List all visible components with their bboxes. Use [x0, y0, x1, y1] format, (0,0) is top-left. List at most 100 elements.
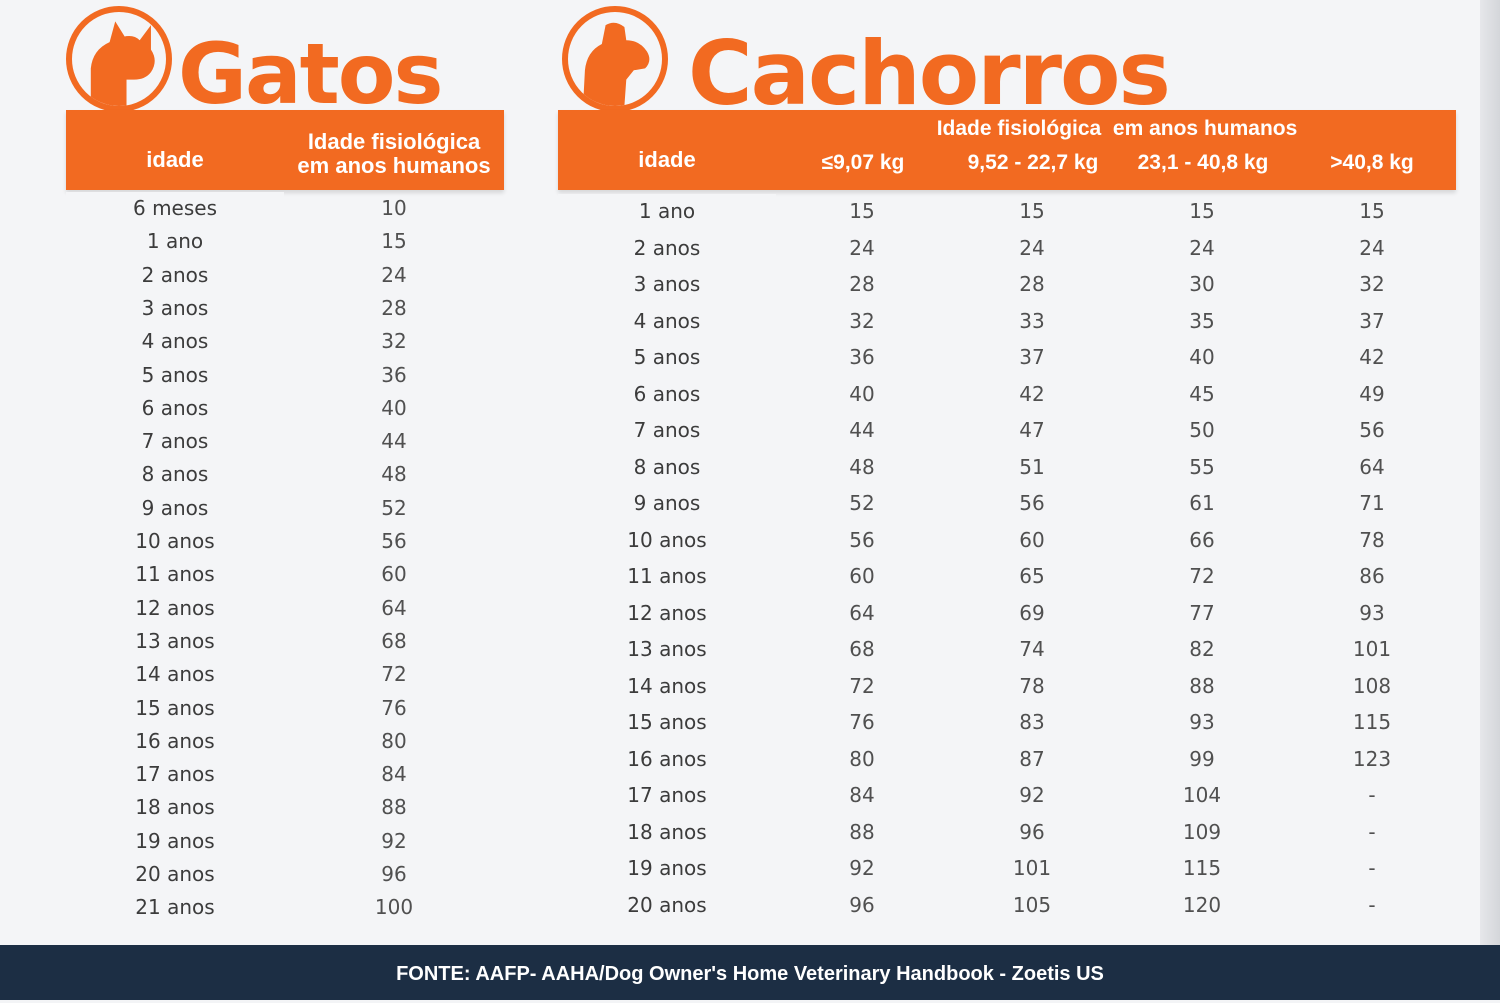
human-age-cell: 64 [849, 600, 875, 625]
human-age-cell: 24 [1189, 235, 1215, 260]
age-cell: 5 anos [558, 340, 776, 374]
human-age-cell: 44 [381, 429, 407, 454]
human-age-cell: 108 [1352, 673, 1392, 698]
cats-human-header-line2: em anos humanos [297, 153, 491, 178]
human-age-cell: 88 [1189, 673, 1215, 698]
human-age-cell: 78 [1019, 673, 1045, 698]
dog-icon [562, 6, 668, 112]
cats-title: Gatos [178, 32, 442, 112]
human-age-cell: - [1368, 819, 1376, 844]
human-age-cell: 76 [849, 710, 875, 734]
table-row: 21 anos 100 [66, 891, 504, 924]
human-age-cell: - [1368, 856, 1376, 880]
table-row: 9 anos 52 [66, 491, 504, 524]
human-age-cell: 28 [381, 295, 407, 320]
human-age-cell: 120 [1182, 892, 1222, 917]
age-cell: 6 anos [558, 376, 776, 411]
human-age-cell: 68 [381, 628, 407, 653]
table-row: 19 anos 92 101 115 - [558, 851, 1456, 885]
table-row: 13 anos 68 74 82 101 [558, 632, 1456, 666]
dogs-weight-header-4: >40,8 kg [1330, 151, 1414, 174]
human-age-cell: 80 [849, 746, 875, 771]
age-cell: 10 anos [66, 525, 284, 557]
human-age-cell: 51 [1019, 454, 1045, 479]
age-cell: 17 anos [558, 778, 776, 812]
human-age-cell: 37 [1359, 308, 1385, 333]
human-age-cell: 80 [381, 728, 407, 753]
dogs-weight-header-3: 23,1 - 40,8 kg [1137, 151, 1269, 174]
table-row: 7 anos 44 [66, 425, 504, 458]
human-age-cell: 115 [1182, 856, 1222, 880]
human-age-cell: 15 [1189, 199, 1215, 223]
human-age-cell: 28 [1019, 272, 1045, 296]
human-age-cell: 72 [381, 662, 407, 687]
human-age-cell: 55 [1189, 454, 1215, 479]
human-age-cell: 36 [381, 362, 407, 387]
age-cell: 6 meses [66, 192, 284, 224]
page-edge-shadow [1480, 0, 1500, 945]
cats-human-header-line1: Idade fisiológica [307, 129, 481, 154]
human-age-cell: 32 [849, 308, 875, 333]
human-age-cell: 88 [381, 795, 407, 820]
human-age-cell: 56 [849, 527, 875, 552]
age-cell: 4 anos [558, 303, 776, 338]
human-age-cell: 72 [849, 673, 875, 698]
age-cell: 21 anos [66, 891, 284, 924]
human-age-cell: 52 [849, 491, 875, 515]
age-cell: 8 anos [66, 458, 284, 491]
dogs-table-header: idade Idade fisiológica em anos humanos … [558, 110, 1456, 190]
age-cell: 7 anos [66, 425, 284, 458]
age-cell: 19 anos [66, 824, 284, 857]
age-cell: 20 anos [558, 887, 776, 922]
age-cell: 15 anos [66, 691, 284, 724]
age-cell: 1 ano [558, 194, 776, 228]
human-age-cell: 28 [849, 272, 875, 296]
age-cell: 18 anos [66, 791, 284, 824]
human-age-cell: 32 [381, 329, 407, 354]
human-age-cell: 96 [1019, 819, 1045, 844]
age-cell: 16 anos [558, 741, 776, 776]
age-cell: 8 anos [558, 449, 776, 484]
table-row: 8 anos 48 [66, 458, 504, 491]
table-row: 9 anos 52 56 61 71 [558, 486, 1456, 520]
table-row: 3 anos 28 28 30 32 [558, 267, 1456, 301]
table-row: 4 anos 32 [66, 325, 504, 358]
human-age-cell: 40 [1189, 345, 1215, 369]
human-age-cell: 64 [1359, 454, 1385, 479]
table-row: 11 anos 60 [66, 558, 504, 591]
human-age-cell: 33 [1019, 308, 1045, 333]
human-age-cell: 115 [1352, 710, 1392, 734]
human-age-cell: 96 [849, 892, 875, 917]
table-row: 1 ano 15 [66, 225, 504, 258]
human-age-cell: 93 [1189, 710, 1215, 734]
age-cell: 2 anos [66, 258, 284, 291]
human-age-cell: 44 [849, 418, 875, 442]
human-age-cell: 15 [1019, 199, 1045, 223]
human-age-cell: 52 [381, 495, 407, 520]
human-age-cell: 84 [849, 783, 875, 807]
age-cell: 10 anos [558, 522, 776, 557]
table-row: 18 anos 88 96 109 - [558, 814, 1456, 849]
human-age-cell: 24 [849, 235, 875, 260]
table-row: 15 anos 76 83 93 115 [558, 705, 1456, 739]
human-age-cell: 101 [1352, 637, 1392, 661]
age-cell: 4 anos [66, 325, 284, 358]
human-age-cell: 35 [1189, 308, 1215, 333]
human-age-cell: 15 [381, 229, 407, 254]
human-age-cell: 56 [1019, 491, 1045, 515]
cats-age-header: idade [146, 147, 204, 172]
human-age-cell: - [1368, 783, 1376, 807]
human-age-cell: 65 [1019, 564, 1045, 588]
table-row: 15 anos 76 [66, 691, 504, 724]
human-age-cell: 64 [381, 595, 407, 620]
age-cell: 11 anos [558, 559, 776, 593]
table-row: 1 ano 15 15 15 15 [558, 194, 1456, 228]
age-cell: 9 anos [66, 491, 284, 524]
human-age-cell: 78 [1359, 527, 1385, 552]
table-row: 5 anos 36 37 40 42 [558, 340, 1456, 374]
human-age-cell: 76 [381, 695, 407, 720]
human-age-cell: 24 [381, 262, 407, 287]
human-age-cell: 47 [1019, 418, 1045, 442]
table-row: 16 anos 80 [66, 724, 504, 757]
table-row: 17 anos 84 92 104 - [558, 778, 1456, 812]
